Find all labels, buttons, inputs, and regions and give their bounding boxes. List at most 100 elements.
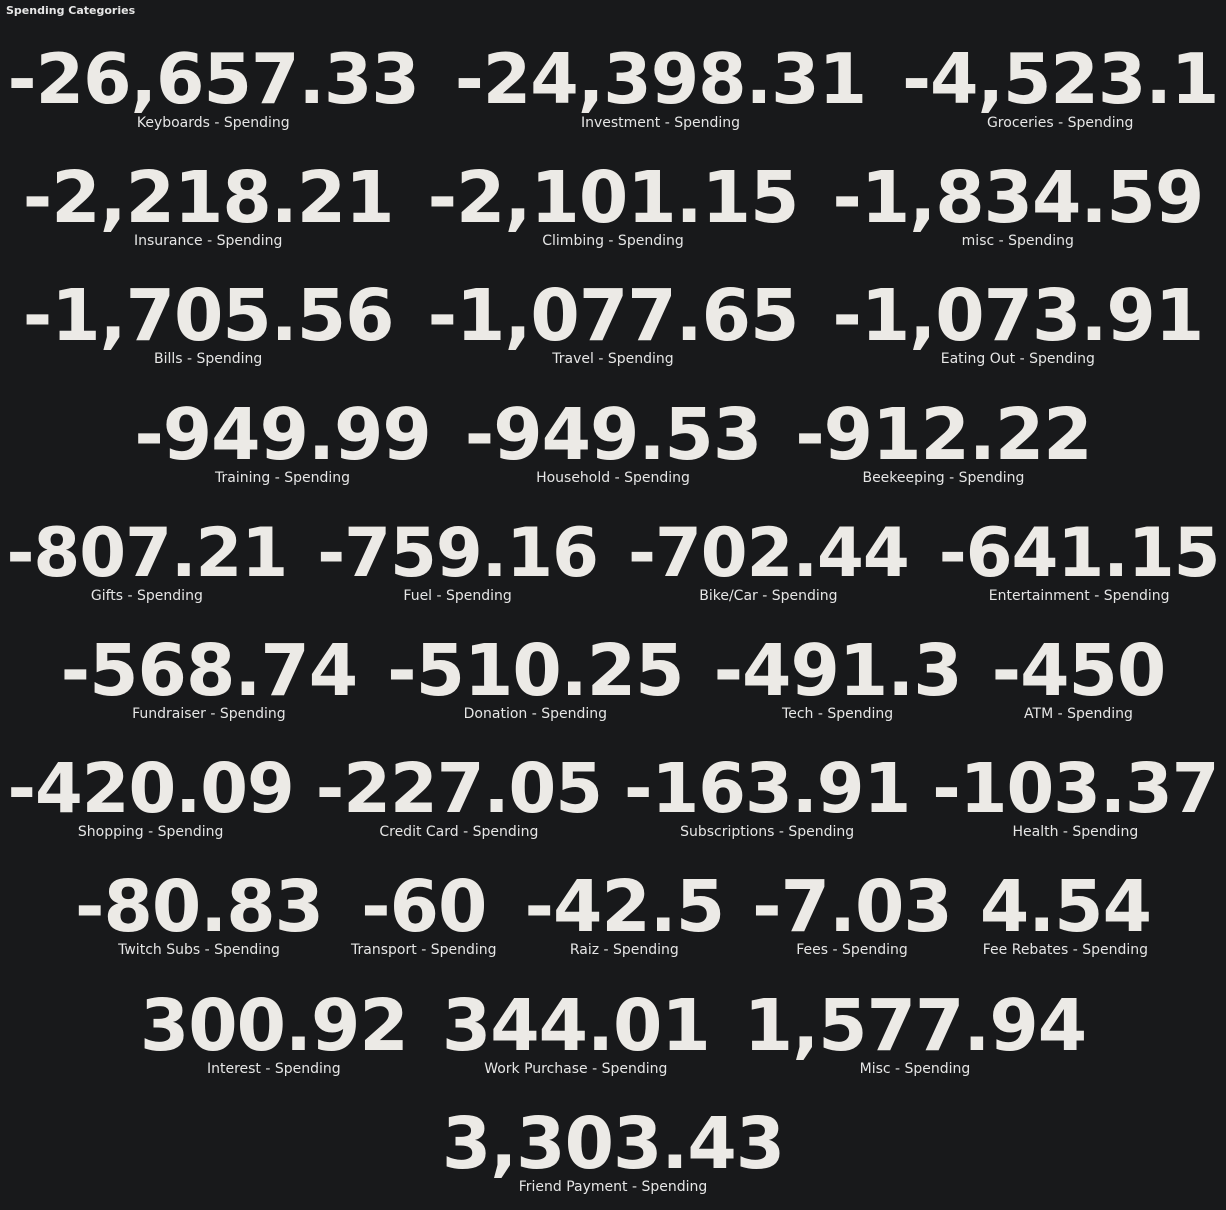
stat-twitch-subs[interactable]: -80.83 Twitch Subs - Spending — [75, 865, 324, 959]
stat-label: Work Purchase - Spending — [484, 1061, 668, 1077]
panel-title: Spending Categories — [6, 4, 136, 17]
stat-row: -568.74 Fundraiser - Spending -510.25 Do… — [0, 631, 1226, 749]
stat-label: Investment - Spending — [580, 115, 740, 131]
stat-fuel[interactable]: -759.16 Fuel - Spending — [317, 513, 599, 604]
stat-label: Raiz - Spending — [569, 942, 679, 958]
stat-label: Groceries - Spending — [986, 115, 1134, 131]
stat-value: -103.37 — [932, 749, 1219, 829]
stat-value: -80.83 — [75, 865, 324, 948]
stat-value: -1,705.56 — [22, 274, 395, 357]
stat-label: Travel - Spending — [552, 351, 674, 367]
stat-friend-payment[interactable]: 3,303.43 Friend Payment - Spending — [441, 1102, 785, 1196]
stat-label: Bills - Spending — [154, 351, 263, 367]
stat-label: Beekeeping - Spending — [862, 470, 1025, 486]
stat-bike-car[interactable]: -702.44 Bike/Car - Spending — [628, 513, 910, 604]
stat-label: Climbing - Spending — [542, 233, 684, 249]
stat-fundraiser[interactable]: -568.74 Fundraiser - Spending — [61, 631, 358, 723]
stat-fee-rebates[interactable]: 4.54 Fee Rebates - Spending — [979, 865, 1152, 959]
stat-value: -912.22 — [795, 393, 1092, 476]
stat-label: Gifts - Spending — [90, 588, 203, 604]
stat-value: -26,657.33 — [7, 39, 420, 120]
stat-value: -227.05 — [315, 749, 603, 829]
stat-misc[interactable]: 1,577.94 Misc - Spending — [743, 984, 1087, 1078]
stat-row: -26,657.33 Keyboards - Spending -24,398.… — [0, 40, 1226, 158]
stat-interest[interactable]: 300.92 Interest - Spending — [139, 984, 409, 1078]
stat-value: -1,073.91 — [832, 274, 1204, 357]
stat-misc-lower[interactable]: -1,834.59 misc - Spending — [832, 158, 1204, 250]
stat-label: Twitch Subs - Spending — [118, 942, 280, 958]
stat-travel[interactable]: -1,077.65 Travel - Spending — [427, 274, 800, 368]
stat-value: -4,523.1 — [902, 39, 1219, 120]
stat-value: -2,218.21 — [22, 156, 395, 239]
stat-credit-card[interactable]: -227.05 Credit Card - Spending — [315, 749, 603, 840]
stat-row: 3,303.43 Friend Payment - Spending — [0, 1104, 1226, 1210]
stat-gifts[interactable]: -807.21 Gifts - Spending — [6, 513, 288, 604]
stat-value: 4.54 — [979, 865, 1152, 948]
stat-eating-out[interactable]: -1,073.91 Eating Out - Spending — [832, 274, 1204, 368]
stat-label: Keyboards - Spending — [136, 115, 290, 131]
stat-label: Household - Spending — [536, 470, 690, 486]
stat-value: -450 — [991, 629, 1167, 712]
stat-atm[interactable]: -450 ATM - Spending — [991, 629, 1167, 723]
stat-raiz[interactable]: -42.5 Raiz - Spending — [524, 865, 726, 959]
stat-label: Credit Card - Spending — [379, 824, 539, 840]
stat-label: Donation - Spending — [463, 706, 608, 722]
stat-label: misc - Spending — [961, 233, 1074, 249]
stat-label: Insurance - Spending — [133, 233, 283, 249]
stat-entertainment[interactable]: -641.15 Entertainment - Spending — [938, 513, 1221, 604]
stat-health[interactable]: -103.37 Health - Spending — [932, 749, 1219, 840]
stat-value: -807.21 — [6, 514, 288, 592]
stat-label: Friend Payment - Spending — [518, 1179, 708, 1195]
stat-groceries[interactable]: -4,523.1 Groceries - Spending — [902, 39, 1219, 132]
stat-label: Subscriptions - Spending — [680, 824, 855, 840]
stat-value: -2,101.15 — [427, 156, 800, 239]
stat-value: -510.25 — [387, 629, 684, 712]
stat-insurance[interactable]: -2,218.21 Insurance - Spending — [22, 156, 395, 250]
stat-shopping[interactable]: -420.09 Shopping - Spending — [7, 749, 295, 840]
stat-label: Fundraiser - Spending — [132, 706, 286, 722]
stat-climbing[interactable]: -2,101.15 Climbing - Spending — [427, 156, 800, 250]
stat-value: -42.5 — [524, 865, 726, 948]
stat-value: -702.44 — [628, 514, 910, 592]
stat-tech[interactable]: -491.3 Tech - Spending — [713, 629, 963, 723]
stat-label: Bike/Car - Spending — [699, 588, 838, 604]
stat-row: -2,218.21 Insurance - Spending -2,101.15… — [0, 158, 1226, 276]
stat-value: 344.01 — [441, 984, 711, 1067]
stat-value: 1,577.94 — [743, 984, 1087, 1067]
stat-value: 300.92 — [139, 984, 409, 1067]
stat-household[interactable]: -949.53 Household - Spending — [464, 393, 762, 487]
stat-work-purchase[interactable]: 344.01 Work Purchase - Spending — [441, 984, 711, 1078]
stat-training[interactable]: -949.99 Training - Spending — [134, 393, 431, 487]
stat-value: -949.99 — [134, 393, 431, 476]
stat-label: Entertainment - Spending — [988, 588, 1170, 604]
stat-value: -420.09 — [7, 749, 295, 829]
stat-value: -949.53 — [464, 393, 762, 476]
stat-row: -80.83 Twitch Subs - Spending -60 Transp… — [0, 867, 1226, 985]
stat-beekeeping[interactable]: -912.22 Beekeeping - Spending — [795, 393, 1092, 487]
stat-fees[interactable]: -7.03 Fees - Spending — [752, 865, 953, 959]
stat-row: -420.09 Shopping - Spending -227.05 Cred… — [0, 749, 1226, 867]
stat-subscriptions[interactable]: -163.91 Subscriptions - Spending — [624, 749, 911, 840]
stat-value: -641.15 — [938, 514, 1221, 592]
stat-value: -24,398.31 — [454, 39, 867, 120]
stat-label: Training - Spending — [215, 470, 351, 486]
stat-value: -491.3 — [713, 629, 963, 712]
stat-investment[interactable]: -24,398.31 Investment - Spending — [454, 39, 867, 132]
stat-value: -7.03 — [752, 865, 953, 948]
stat-value: 3,303.43 — [441, 1102, 785, 1185]
stat-label: Health - Spending — [1012, 824, 1139, 840]
stat-value: -163.91 — [624, 749, 911, 829]
stat-bills[interactable]: -1,705.56 Bills - Spending — [22, 274, 395, 368]
stat-value: -759.16 — [317, 514, 599, 592]
stat-label: Fuel - Spending — [403, 588, 512, 604]
stat-label: Transport - Spending — [351, 942, 497, 958]
stat-transport[interactable]: -60 Transport - Spending — [351, 865, 497, 959]
stat-row: -949.99 Training - Spending -949.53 Hous… — [0, 395, 1226, 513]
stat-label: Eating Out - Spending — [940, 351, 1095, 367]
stat-keyboards[interactable]: -26,657.33 Keyboards - Spending — [7, 39, 420, 132]
stat-value: -60 — [361, 865, 487, 948]
stat-value: -1,077.65 — [427, 274, 800, 357]
stat-donation[interactable]: -510.25 Donation - Spending — [387, 629, 684, 723]
stat-row: -1,705.56 Bills - Spending -1,077.65 Tra… — [0, 276, 1226, 394]
